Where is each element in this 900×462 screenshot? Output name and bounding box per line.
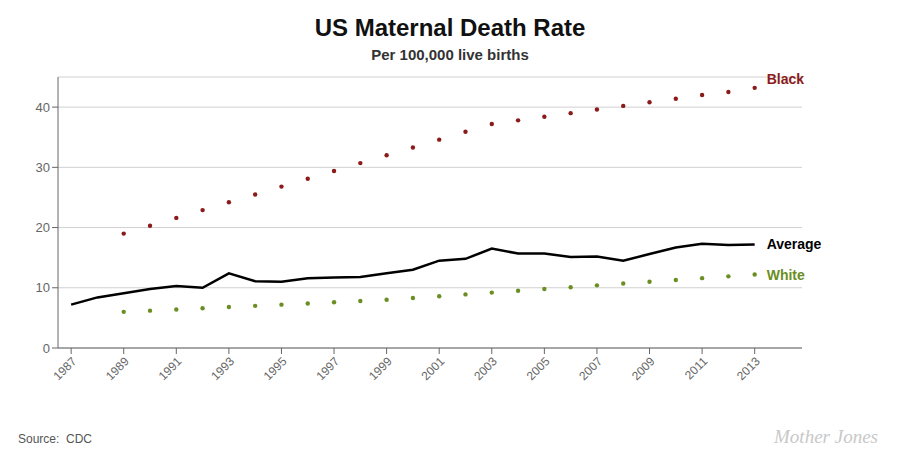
svg-text:1991: 1991 — [156, 354, 185, 383]
html-text:US Maternal Death Rate: US Maternal Death Rate — [314, 14, 586, 41]
svg-text:1999: 1999 — [366, 354, 395, 383]
svg-text:40: 40 — [36, 100, 50, 115]
svg-text:2001: 2001 — [419, 354, 448, 383]
svg-text:White: White — [767, 267, 805, 283]
svg-text:2005: 2005 — [524, 354, 553, 383]
svg-text:Black: Black — [767, 71, 805, 87]
html-text:Source: CDC: Source: CDC — [18, 432, 92, 446]
svg-text:2011: 2011 — [682, 354, 710, 382]
svg-text:30: 30 — [36, 160, 50, 175]
svg-text:2007: 2007 — [576, 354, 605, 383]
svg-text:1995: 1995 — [261, 354, 290, 383]
svg-text:Average: Average — [767, 236, 822, 252]
html-text:Mother Jones: Mother Jones — [774, 426, 878, 447]
svg-text:2003: 2003 — [471, 354, 500, 383]
svg-text:2009: 2009 — [629, 354, 658, 383]
svg-text:2013: 2013 — [734, 354, 763, 383]
svg-text:10: 10 — [36, 280, 50, 295]
svg-text:20: 20 — [36, 220, 50, 235]
svg-text:1987: 1987 — [51, 354, 80, 383]
svg-text:1989: 1989 — [103, 354, 132, 383]
svg-text:1997: 1997 — [313, 354, 342, 383]
svg-text:1993: 1993 — [208, 354, 237, 383]
svg-text:0: 0 — [43, 341, 50, 356]
html-text:Per 100,000 live births: Per 100,000 live births — [371, 46, 529, 63]
